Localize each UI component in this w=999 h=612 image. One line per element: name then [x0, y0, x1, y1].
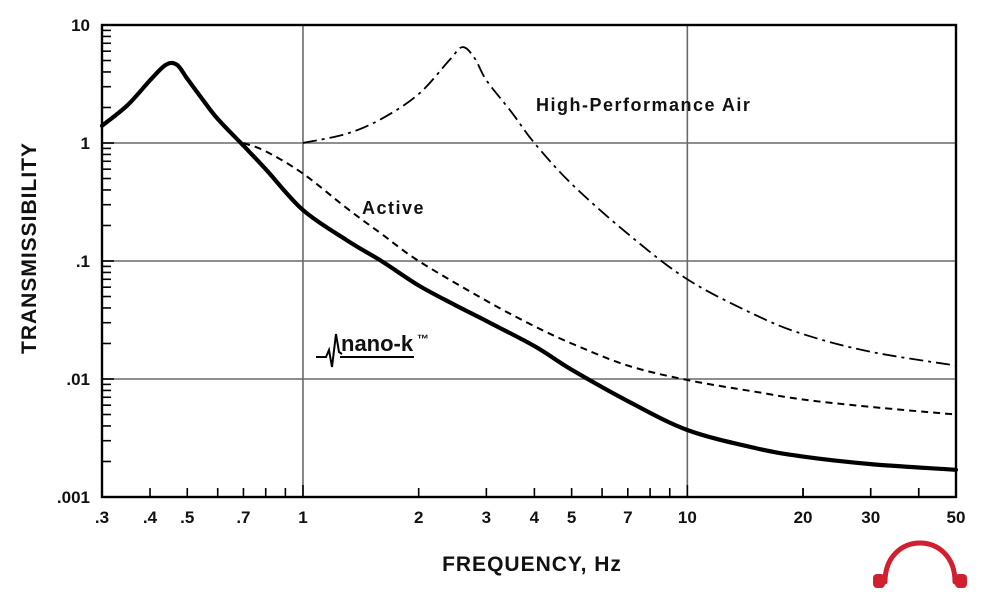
x-tick-label: 2 — [414, 508, 423, 527]
x-tick-label: 5 — [567, 508, 576, 527]
series-line-active — [243, 142, 957, 416]
brand-trademark: ™ — [417, 332, 429, 346]
x-tick-label: 20 — [794, 508, 813, 527]
tick-labels: .3 .4 .5 .7 1 2 3 4 5 7 10 20 30 50 .001 .01 .1 1 10 — [57, 16, 966, 527]
x-tick-label: 7 — [623, 508, 632, 527]
x-tick-label: .4 — [143, 508, 158, 527]
y-tick-label: .001 — [57, 488, 90, 507]
grid-lines — [102, 25, 956, 497]
x-tick-label: 50 — [947, 508, 966, 527]
headphones-icon — [873, 540, 967, 588]
series-layer — [99, 46, 959, 472]
y-tick-label: .1 — [76, 252, 90, 271]
minor-ticks — [101, 29, 957, 498]
y-tick-label: .01 — [66, 370, 90, 389]
x-tick-label: .5 — [180, 508, 194, 527]
series-line-nano-k — [99, 60, 959, 472]
x-tick-label: 10 — [678, 508, 697, 527]
y-axis-title: TRANSMISSIBILITY — [18, 142, 41, 354]
brand-name: nano-k — [341, 331, 414, 356]
series-label-high-performance-air: High-Performance Air — [536, 95, 751, 115]
series-line-high-performance-air — [302, 46, 957, 367]
x-axis-title: FREQUENCY, Hz — [442, 553, 622, 576]
y-tick-label: 1 — [81, 134, 90, 153]
x-tick-label: 4 — [530, 508, 540, 527]
x-tick-label: .7 — [236, 508, 250, 527]
series-label-active: Active — [362, 198, 425, 218]
x-tick-label: 30 — [861, 508, 880, 527]
x-tick-label: .3 — [95, 508, 109, 527]
x-tick-label: 3 — [482, 508, 491, 527]
waveform-icon — [316, 333, 343, 368]
x-tick-label: 1 — [298, 508, 307, 527]
plot-frame — [100, 23, 958, 499]
y-tick-label: 10 — [71, 16, 90, 35]
nano-k-brand-label: nano-k ™ — [316, 331, 429, 368]
